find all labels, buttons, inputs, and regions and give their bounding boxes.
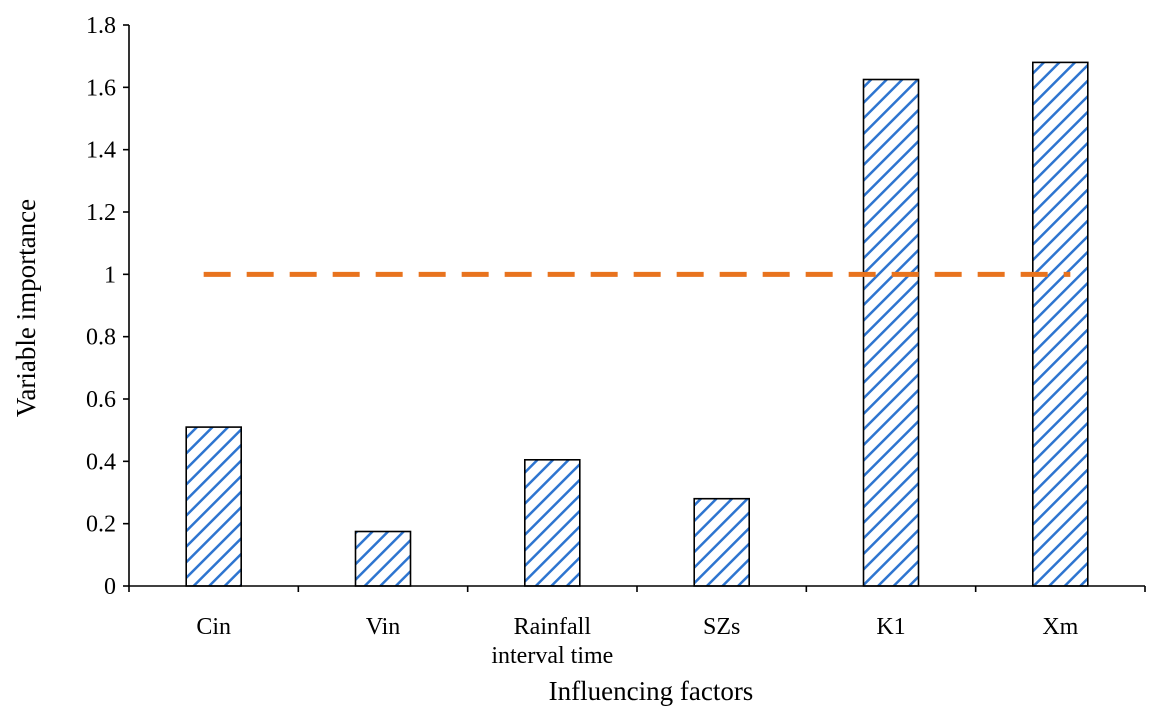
y-tick-label-4: 0.8 — [86, 325, 116, 351]
bar-1 — [354, 530, 412, 587]
y-tick-label-5: 1 — [104, 262, 116, 288]
y-tick-label-8: 1.6 — [86, 75, 116, 101]
bars-layer — [185, 61, 1089, 587]
y-tick-label-0: 0 — [104, 574, 116, 600]
x-category-label-2-line-0: Rainfall — [514, 614, 592, 640]
x-category-label-4: K1 — [876, 614, 905, 640]
y-tick-label-7: 1.4 — [86, 138, 116, 164]
y-tick-label-6: 1.2 — [86, 200, 116, 226]
y-axis-title: Variable importance — [11, 199, 41, 417]
x-category-label-1: Vin — [366, 614, 401, 640]
y-tick-label-9: 1.8 — [86, 13, 116, 39]
bar-3 — [693, 497, 751, 587]
x-category-label-5: Xm — [1042, 614, 1078, 640]
bar-5 — [1032, 61, 1089, 587]
bar-2 — [523, 458, 581, 587]
x-category-label-2-line-1: interval time — [491, 643, 613, 669]
bar-0 — [185, 426, 242, 587]
y-tick-label-3: 0.6 — [86, 387, 116, 413]
x-category-label-3: SZs — [703, 614, 740, 640]
label-layer: 0 0.2 0.4 0.6 0.8 1 1.2 1.4 1.6 1.8 Cin Vin Rainfall… — [86, 13, 1079, 669]
x-axis-title: Influencing factors — [549, 676, 754, 706]
y-tick-label-1: 0.2 — [86, 512, 116, 538]
bar-4 — [862, 78, 920, 587]
x-category-label-0: Cin — [196, 614, 231, 640]
axis-layer — [123, 24, 1146, 592]
y-tick-label-2: 0.4 — [86, 449, 116, 475]
